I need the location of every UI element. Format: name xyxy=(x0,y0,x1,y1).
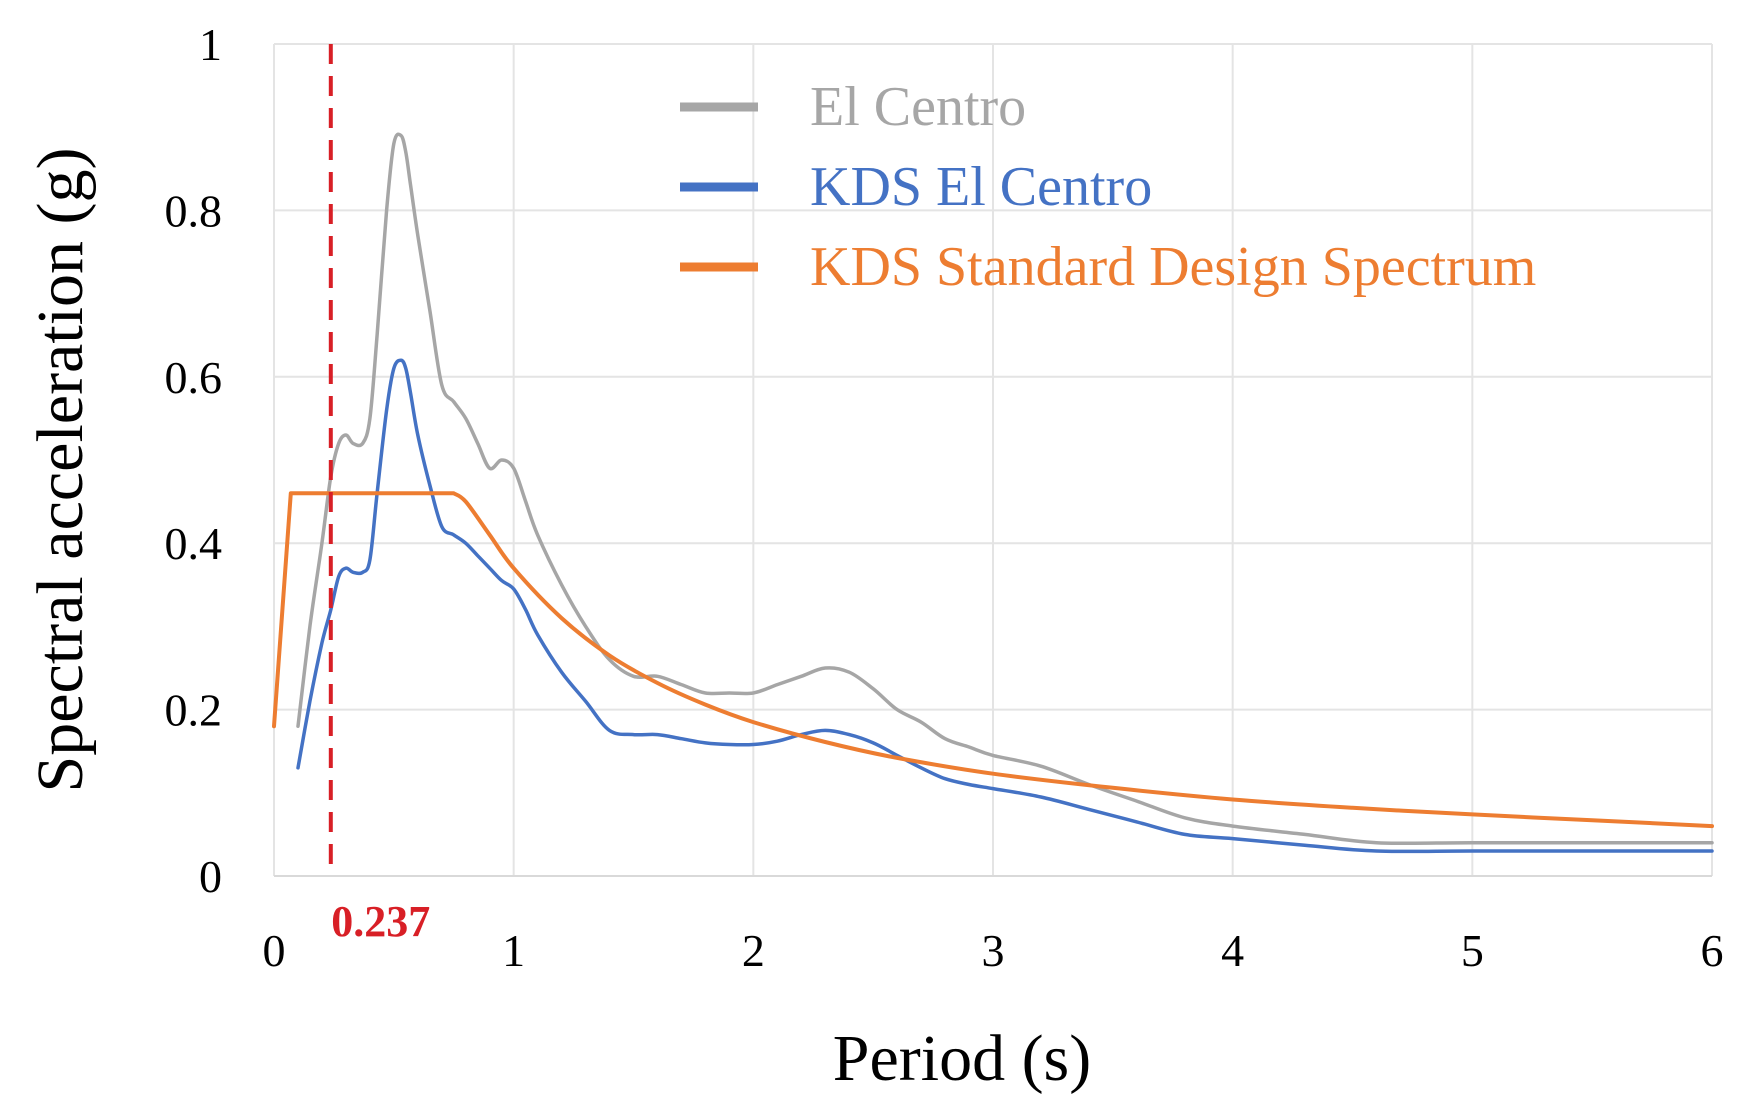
y-axis-title: Spectral acceleration (g) xyxy=(24,148,97,793)
x-tick-label: 5 xyxy=(1461,925,1484,976)
y-tick-label: 0.8 xyxy=(165,185,223,236)
x-tick-label: 6 xyxy=(1701,925,1724,976)
y-tick-label: 1 xyxy=(199,19,222,70)
x-tick-label: 4 xyxy=(1221,925,1244,976)
legend-item-kds-standard-design-spectrum: KDS Standard Design Spectrum xyxy=(680,236,1536,298)
legend: El Centro KDS El Centro KDS Standard Desig… xyxy=(680,76,1536,298)
x-axis-title: Period (s) xyxy=(833,1022,1091,1095)
y-tick-label: 0.4 xyxy=(165,518,223,569)
el-centro-line xyxy=(296,132,1714,846)
legend-item-el-centro: El Centro xyxy=(680,76,1026,138)
y-tick-label: 0 xyxy=(199,851,222,902)
y-tick-label: 0.6 xyxy=(165,352,223,403)
x-tick-label: 1 xyxy=(502,925,525,976)
threshold-label: 0.237 xyxy=(331,897,430,946)
y-tick-label: 0.2 xyxy=(165,685,223,736)
legend-label: KDS El Centro xyxy=(810,156,1152,218)
kds-standard-design-spectrum-line xyxy=(272,491,1714,829)
legend-label: KDS Standard Design Spectrum xyxy=(810,236,1536,298)
series-lines xyxy=(272,132,1714,854)
x-tick-label: 2 xyxy=(742,925,765,976)
tick-labels: 0 1 2 3 4 5 6 0 0.2 0.4 0.6 0.8 1 xyxy=(165,19,1724,976)
legend-label: El Centro xyxy=(810,76,1026,138)
x-tick-label: 0 xyxy=(263,925,286,976)
annotations: 0.237 xyxy=(328,44,430,946)
legend-item-kds-el-centro: KDS El Centro xyxy=(680,156,1152,218)
x-tick-label: 3 xyxy=(982,925,1005,976)
